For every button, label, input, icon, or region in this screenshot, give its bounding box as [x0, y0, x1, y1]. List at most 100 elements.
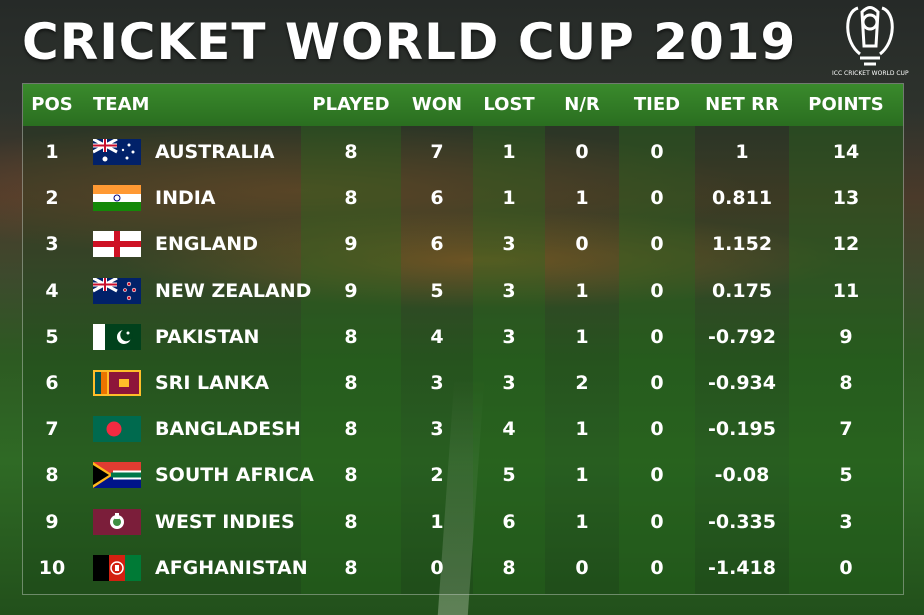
header-lost: LOST: [483, 94, 535, 115]
team-name: WEST INDIES: [155, 510, 295, 533]
header-nr: N/R: [564, 94, 600, 115]
sri-lanka-flag-icon: [93, 370, 141, 396]
australia-flag-icon: [93, 139, 141, 165]
column-shade: [473, 126, 545, 594]
pos-cell: 6: [45, 372, 59, 394]
points-cell: 13: [832, 187, 860, 210]
nr-cell: 2: [575, 372, 589, 394]
netrr-cell: 1.152: [711, 233, 773, 256]
lost-cell: 3: [502, 372, 516, 394]
table-row: 9 8 1 6 1 0 -0.335 3 WEST INDIES: [23, 499, 903, 545]
won-cell: 0: [430, 556, 444, 579]
page-title: CRICKET WORLD CUP 2019: [22, 13, 797, 71]
lost-cell: 3: [502, 279, 516, 302]
nr-cell: 1: [575, 510, 589, 533]
pos-cell: 5: [45, 325, 59, 348]
pos-cell: 10: [38, 556, 66, 579]
team-name: AFGHANISTAN: [155, 556, 308, 579]
pos-cell: 8: [45, 464, 59, 487]
header-points: POINTS: [808, 94, 884, 115]
header-played: PLAYED: [312, 94, 390, 115]
netrr-cell: 0.811: [711, 187, 773, 210]
afghanistan-flag-icon: [93, 554, 141, 581]
nr-cell: 0: [575, 233, 589, 256]
team-name: INDIA: [155, 187, 216, 210]
won-cell: 3: [430, 372, 444, 394]
south-africa-flag-icon: [93, 462, 141, 489]
team-name: SRI LANKA: [155, 372, 270, 394]
tied-cell: 0: [650, 233, 664, 256]
header-tied: TIED: [633, 94, 681, 115]
nr-cell: 1: [575, 187, 589, 210]
points-cell: 12: [832, 233, 860, 256]
played-cell: 9: [344, 233, 358, 256]
nr-cell: 1: [575, 464, 589, 487]
won-cell: 5: [430, 279, 444, 302]
netrr-cell: 1: [735, 141, 749, 163]
west-indies-flag-icon: [93, 508, 141, 535]
lost-cell: 3: [502, 325, 516, 348]
won-cell: 1: [430, 510, 444, 533]
team-name: SOUTH AFRICA: [155, 464, 314, 487]
netrr-cell: 0.175: [711, 279, 773, 302]
pos-cell: 9: [45, 510, 59, 533]
won-cell: 2: [430, 464, 444, 487]
won-cell: 6: [430, 187, 444, 210]
lost-cell: 6: [502, 510, 516, 533]
team-name: BANGLADESH: [155, 418, 301, 441]
tied-cell: 0: [650, 372, 664, 394]
played-cell: 8: [344, 187, 358, 210]
table-row: 3 9 6 3 0 0 1.152 12 ENGLAND: [23, 221, 903, 267]
table-row: 1 8 7 1 0 0 1 14 AUSTRALIA: [23, 129, 903, 175]
played-cell: 8: [344, 325, 358, 348]
points-cell: 9: [839, 325, 853, 348]
pos-cell: 1: [45, 141, 59, 163]
won-cell: 7: [430, 141, 444, 163]
won-cell: 3: [430, 418, 444, 441]
played-cell: 8: [344, 556, 358, 579]
played-cell: 9: [344, 279, 358, 302]
england-flag-icon: [93, 231, 141, 258]
bangladesh-flag-icon: [93, 416, 141, 443]
pos-cell: 2: [45, 187, 59, 210]
netrr-cell: -1.418: [708, 556, 776, 579]
netrr-cell: -0.335: [708, 510, 776, 533]
tied-cell: 0: [650, 279, 664, 302]
netrr-cell: -0.195: [708, 418, 776, 441]
table-row: 7 8 3 4 1 0 -0.195 7 BANGLADESH: [23, 406, 903, 452]
table-row: 5 8 4 3 1 0 -0.792 9 PAKISTAN: [23, 314, 903, 360]
played-cell: 8: [344, 510, 358, 533]
table-header: POS TEAM PLAYED WON LOST N/R TIED NET RR…: [23, 84, 903, 126]
team-name: ENGLAND: [155, 233, 258, 256]
nr-cell: 0: [575, 556, 589, 579]
header-netrr: NET RR: [705, 94, 779, 115]
india-flag-icon: [93, 185, 141, 212]
column-shade: [789, 126, 903, 594]
points-cell: 11: [832, 279, 860, 302]
tied-cell: 0: [650, 325, 664, 348]
played-cell: 8: [344, 141, 358, 163]
standings-table: POS TEAM PLAYED WON LOST N/R TIED NET RR…: [22, 83, 904, 595]
played-cell: 8: [344, 418, 358, 441]
played-cell: 8: [344, 464, 358, 487]
lost-cell: 4: [502, 418, 516, 441]
lost-cell: 1: [502, 141, 516, 163]
tied-cell: 0: [650, 187, 664, 210]
netrr-cell: -0.08: [714, 464, 770, 487]
points-cell: 7: [839, 418, 853, 441]
nr-cell: 1: [575, 418, 589, 441]
lost-cell: 8: [502, 556, 516, 579]
lost-cell: 5: [502, 464, 516, 487]
header-pos: POS: [31, 94, 73, 115]
column-shade: [619, 126, 695, 594]
points-cell: 3: [839, 510, 853, 533]
table-row: 10 8 0 8 0 0 -1.418 0 AFGHANISTAN: [23, 545, 903, 591]
pos-cell: 7: [45, 418, 59, 441]
team-name: PAKISTAN: [155, 325, 260, 348]
won-cell: 6: [430, 233, 444, 256]
pos-cell: 3: [45, 233, 59, 256]
netrr-cell: -0.934: [708, 372, 776, 394]
lost-cell: 1: [502, 187, 516, 210]
tied-cell: 0: [650, 418, 664, 441]
nr-cell: 1: [575, 279, 589, 302]
